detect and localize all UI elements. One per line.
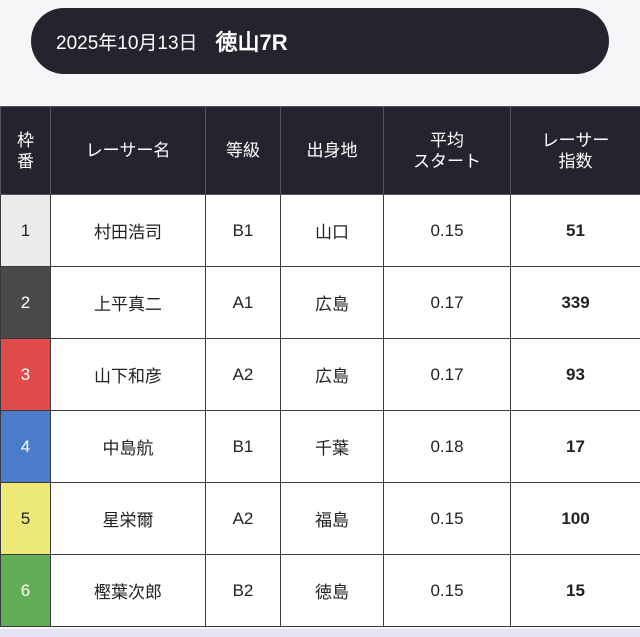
racer-index-cell: 15 bbox=[510, 554, 640, 627]
origin-cell: 福島 bbox=[280, 482, 384, 555]
origin-cell: 広島 bbox=[280, 266, 384, 339]
racer-name-cell: 村田浩司 bbox=[50, 194, 206, 267]
racer-name-cell: 星栄爾 bbox=[50, 482, 206, 555]
col-avg-start: 平均 スタート bbox=[383, 106, 511, 195]
racer-name-cell: 上平真二 bbox=[50, 266, 206, 339]
origin-cell: 広島 bbox=[280, 338, 384, 411]
table-row: 6 樫葉次郎 B2 徳島 0.15 15 bbox=[0, 554, 640, 627]
racer-table: 枠番 レーサー名 等級 出身地 平均 スタート レーサー 指数 1 村田浩司 B1 山口 0… bbox=[0, 106, 640, 627]
grade-cell: A2 bbox=[205, 338, 281, 411]
origin-cell: 山口 bbox=[280, 194, 384, 267]
frame-number-cell: 4 bbox=[0, 410, 51, 483]
table-row: 2 上平真二 A1 広島 0.17 339 bbox=[0, 266, 640, 339]
col-index: レーサー 指数 bbox=[510, 106, 640, 195]
grade-cell: B2 bbox=[205, 554, 281, 627]
racer-name-cell: 中島航 bbox=[50, 410, 206, 483]
race-date: 2025年10月13日 bbox=[56, 32, 198, 54]
frame-number-cell: 3 bbox=[0, 338, 51, 411]
frame-number-cell: 6 bbox=[0, 554, 51, 627]
grade-cell: A2 bbox=[205, 482, 281, 555]
avg-start-cell: 0.18 bbox=[383, 410, 511, 483]
race-title: 徳山7R bbox=[215, 30, 288, 55]
origin-cell: 千葉 bbox=[280, 410, 384, 483]
grade-cell: A1 bbox=[205, 266, 281, 339]
table-row: 4 中島航 B1 千葉 0.18 17 bbox=[0, 410, 640, 483]
frame-number-cell: 2 bbox=[0, 266, 51, 339]
racer-index-cell: 17 bbox=[510, 410, 640, 483]
col-grade: 等級 bbox=[205, 106, 281, 195]
table-row: 5 星栄爾 A2 福島 0.15 100 bbox=[0, 482, 640, 555]
race-header: 2025年10月13日 徳山7R bbox=[31, 8, 609, 74]
avg-start-cell: 0.17 bbox=[383, 338, 511, 411]
avg-start-cell: 0.15 bbox=[383, 194, 511, 267]
racer-index-cell: 51 bbox=[510, 194, 640, 267]
racer-index-cell: 339 bbox=[510, 266, 640, 339]
col-origin: 出身地 bbox=[280, 106, 384, 195]
frame-number-cell: 1 bbox=[0, 194, 51, 267]
racer-index-cell: 93 bbox=[510, 338, 640, 411]
racer-name-cell: 樫葉次郎 bbox=[50, 554, 206, 627]
table-header-row: 枠番 レーサー名 等級 出身地 平均 スタート レーサー 指数 bbox=[0, 106, 640, 195]
page-footer-strip bbox=[0, 629, 640, 637]
origin-cell: 徳島 bbox=[280, 554, 384, 627]
col-name: レーサー名 bbox=[50, 106, 206, 195]
frame-number-cell: 5 bbox=[0, 482, 51, 555]
avg-start-cell: 0.15 bbox=[383, 482, 511, 555]
racer-name-cell: 山下和彦 bbox=[50, 338, 206, 411]
racer-index-cell: 100 bbox=[510, 482, 640, 555]
table-row: 1 村田浩司 B1 山口 0.15 51 bbox=[0, 194, 640, 267]
avg-start-cell: 0.17 bbox=[383, 266, 511, 339]
avg-start-cell: 0.15 bbox=[383, 554, 511, 627]
table-row: 3 山下和彦 A2 広島 0.17 93 bbox=[0, 338, 640, 411]
grade-cell: B1 bbox=[205, 410, 281, 483]
col-frame: 枠番 bbox=[0, 106, 51, 195]
grade-cell: B1 bbox=[205, 194, 281, 267]
